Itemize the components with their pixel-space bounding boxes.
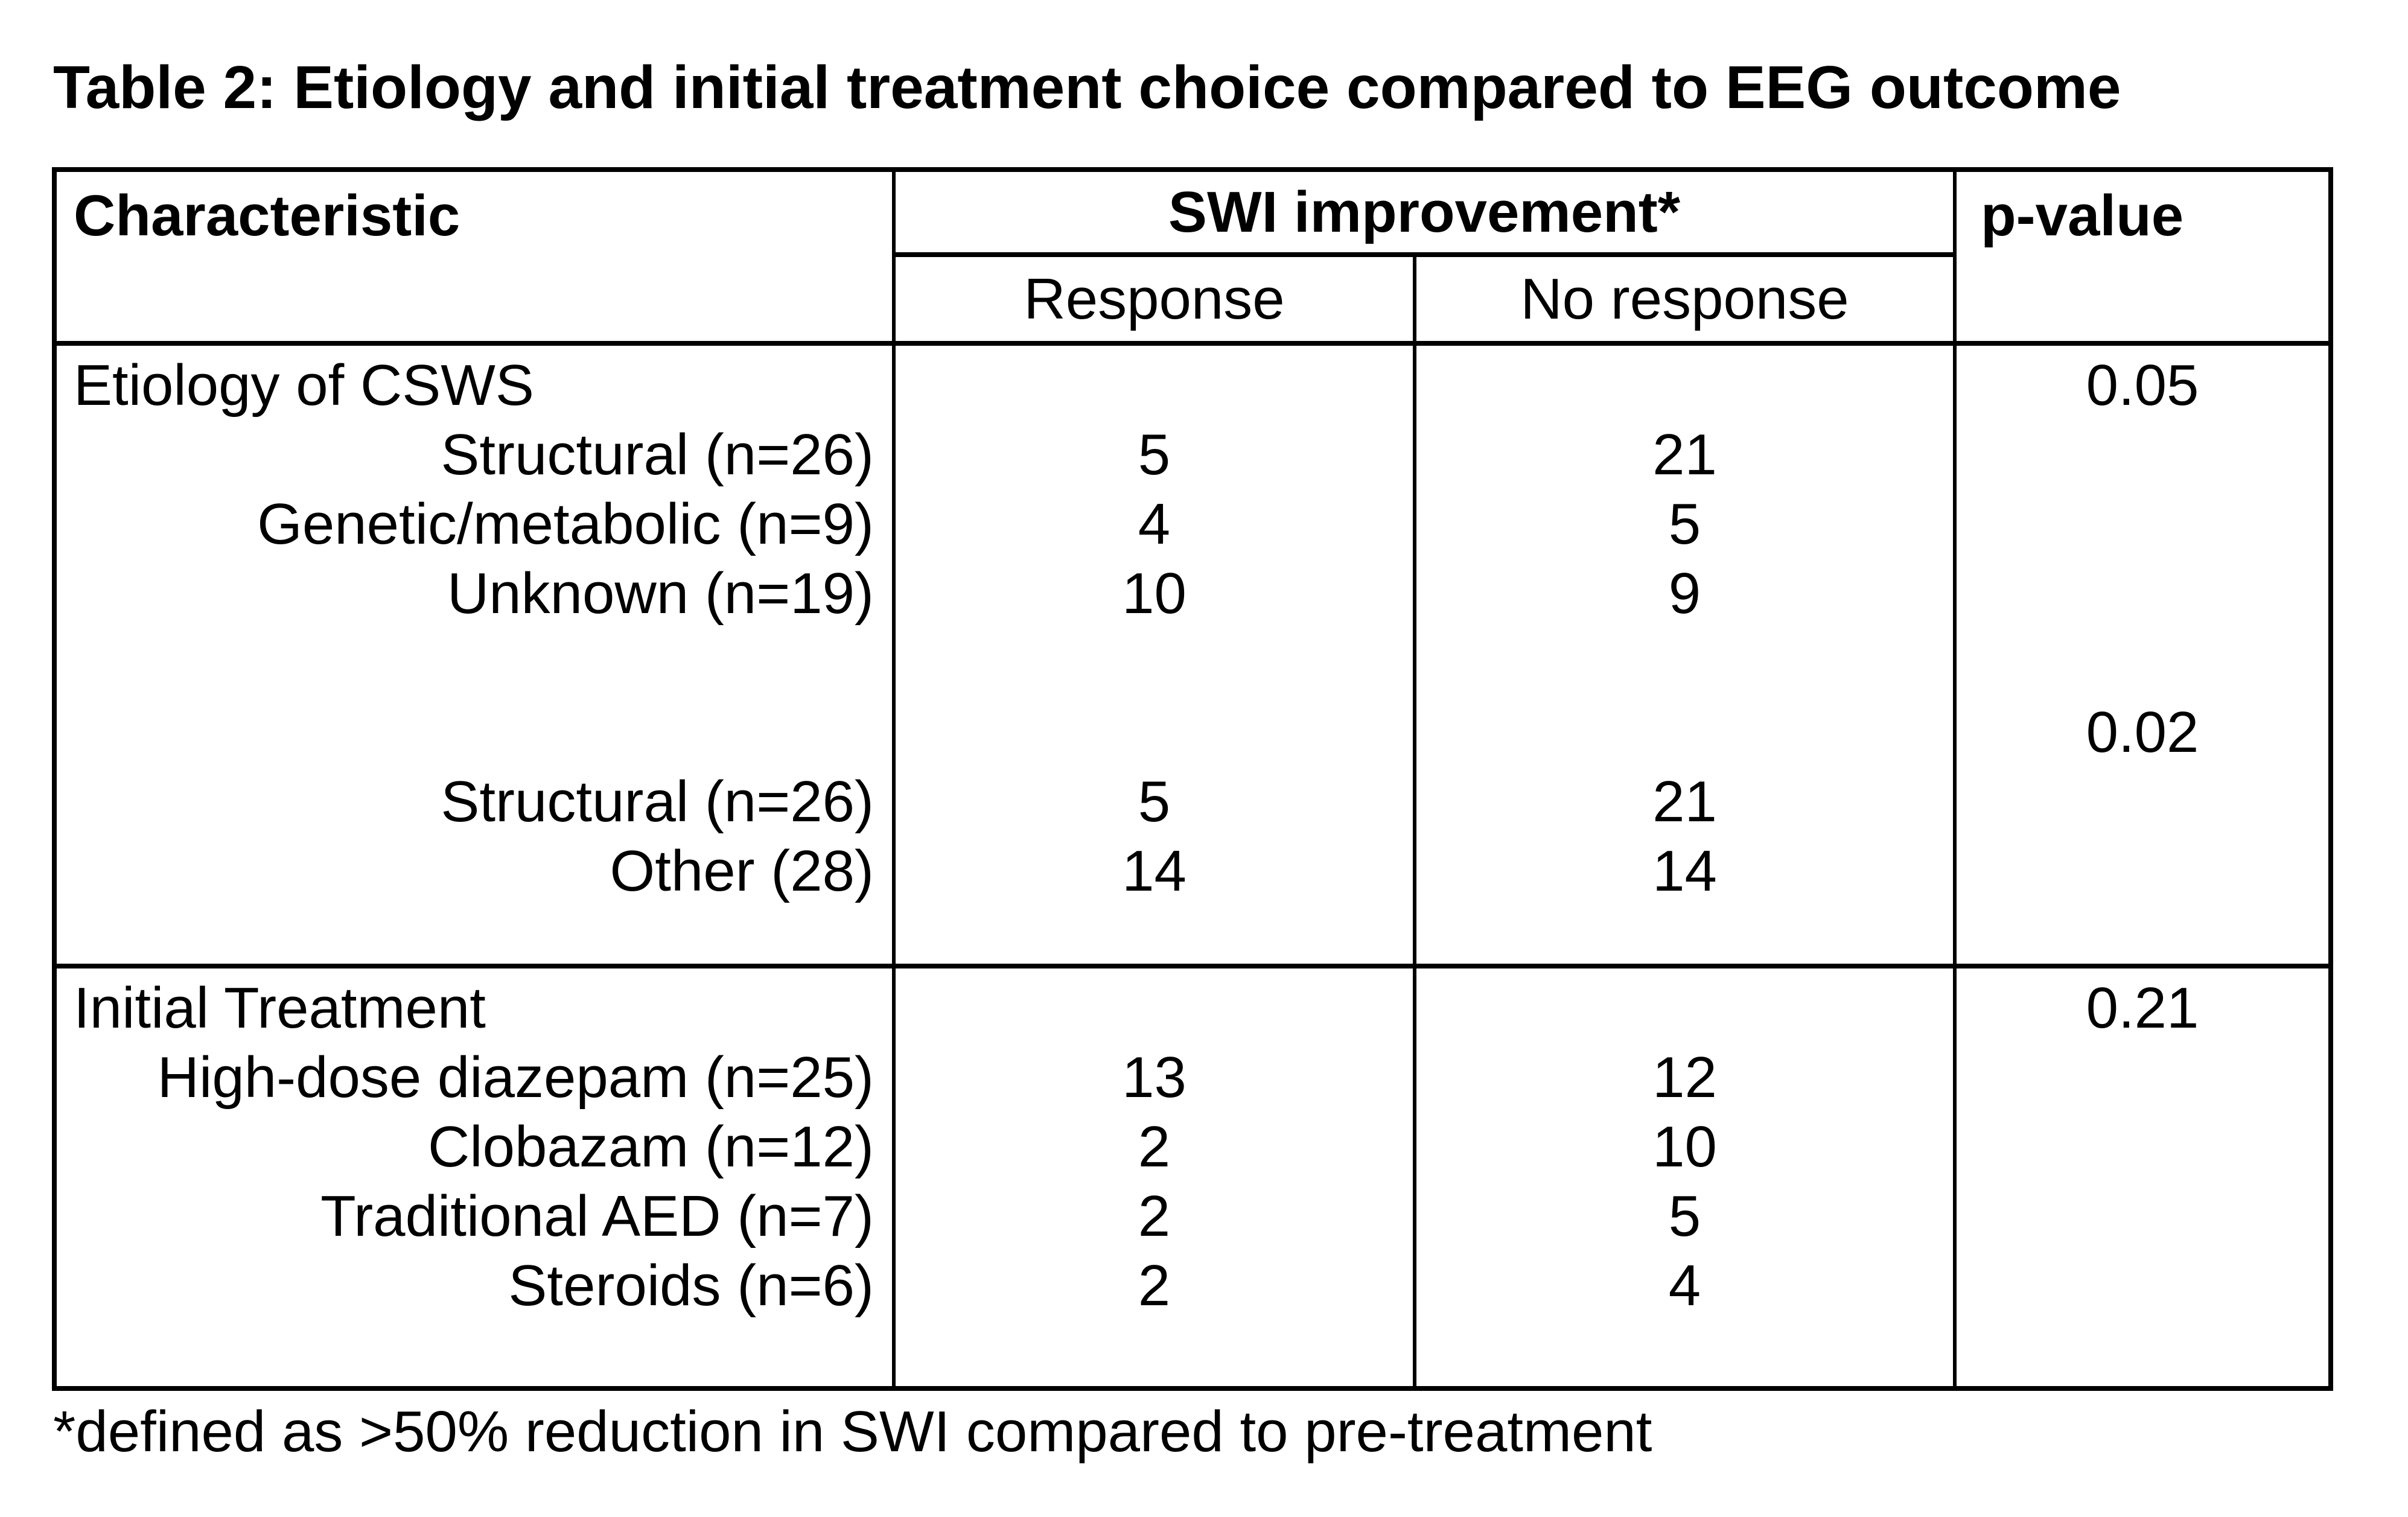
no-response-cell: 12 10 5 4 <box>1413 964 1955 1388</box>
row-label: Etiology of CSWS <box>74 353 534 418</box>
p-value <box>1957 1181 2328 1251</box>
characteristic-cell: Etiology of CSWS Structural (n=26) Genetic… <box>54 343 894 966</box>
response-value: 14 <box>1122 839 1186 903</box>
p-value <box>1957 559 2328 628</box>
p-value: 0.05 <box>2086 353 2199 418</box>
response-value: 5 <box>1138 422 1171 487</box>
header-row-2: Response No response <box>54 255 2331 346</box>
table-footnote: *defined as >50% reduction in SWI compar… <box>53 1399 1652 1464</box>
response-value: 2 <box>1138 1115 1171 1179</box>
table-header: Characteristic SWI improvement* p-value … <box>54 170 2331 346</box>
row-label: Other (28) <box>610 839 874 903</box>
no-response-cell: 21 5 9 21 14 <box>1413 343 1955 966</box>
response-value <box>896 698 1413 767</box>
no-response-value: 12 <box>1652 1045 1717 1110</box>
response-value: 10 <box>1122 561 1186 626</box>
section-row-etiology: Etiology of CSWS Structural (n=26) Genetic… <box>54 343 2331 966</box>
row-label: Initial Treatment <box>74 976 486 1040</box>
row-label: High-dose diazepam (n=25) <box>157 1045 874 1110</box>
row-label: Genetic/metabolic (n=9) <box>257 492 874 556</box>
p-value <box>1957 420 2328 489</box>
response-value: 4 <box>1138 492 1171 556</box>
row-label: Structural (n=26) <box>441 422 874 487</box>
no-response-value: 21 <box>1652 769 1717 834</box>
row-label <box>57 628 892 698</box>
p-value: 0.21 <box>2086 976 2199 1040</box>
no-response-header: No response <box>1413 255 1955 346</box>
response-value <box>896 351 1413 420</box>
table-body: Etiology of CSWS Structural (n=26) Genetic… <box>54 343 2331 1388</box>
no-response-value: 5 <box>1668 1184 1701 1248</box>
p-value-header: p-value <box>1953 170 2331 346</box>
no-response-value: 21 <box>1652 422 1717 487</box>
response-value <box>896 628 1413 698</box>
row-label: Traditional AED (n=7) <box>320 1184 874 1248</box>
p-value: 0.02 <box>2086 700 2199 765</box>
response-header: Response <box>892 255 1415 346</box>
response-cell: 13 2 2 2 <box>892 964 1415 1388</box>
header-row-1: Characteristic SWI improvement* p-value <box>54 170 2331 346</box>
section-row-initial-treatment: Initial Treatment High-dose diazepam (n=2… <box>54 964 2331 1388</box>
no-response-value: 10 <box>1652 1115 1717 1179</box>
p-value <box>1957 1251 2328 1320</box>
no-response-value <box>1416 698 1953 767</box>
characteristic-header: Characteristic <box>54 170 894 346</box>
swi-improvement-header: SWI improvement* <box>892 170 1955 257</box>
response-value: 2 <box>1138 1184 1171 1248</box>
no-response-value: 4 <box>1668 1253 1701 1318</box>
characteristic-cell: Initial Treatment High-dose diazepam (n=2… <box>54 964 894 1388</box>
row-label: Steroids (n=6) <box>508 1253 874 1318</box>
table-title: Table 2: Etiology and initial treatment … <box>53 54 2121 121</box>
response-value: 13 <box>1122 1045 1186 1110</box>
row-label: Clobazam (n=12) <box>427 1115 874 1179</box>
no-response-value <box>1416 973 1953 1043</box>
p-value <box>1957 767 2328 836</box>
p-value <box>1957 1112 2328 1181</box>
row-label: Unknown (n=19) <box>447 561 874 626</box>
p-value-cell: 0.05 0.02 <box>1953 343 2331 966</box>
row-label: Structural (n=26) <box>441 769 874 834</box>
no-response-value: 14 <box>1652 839 1717 903</box>
row-label <box>57 698 892 767</box>
response-cell: 5 4 10 5 14 <box>892 343 1415 966</box>
p-value <box>1957 1043 2328 1112</box>
no-response-value <box>1416 628 1953 698</box>
no-response-value: 9 <box>1668 561 1701 626</box>
no-response-value: 5 <box>1668 492 1701 556</box>
p-value <box>1957 836 2328 906</box>
response-value: 5 <box>1138 769 1171 834</box>
results-table: Characteristic SWI improvement* p-value … <box>52 167 2333 1391</box>
no-response-value <box>1416 351 1953 420</box>
p-value <box>1957 628 2328 698</box>
p-value-cell: 0.21 <box>1953 964 2331 1388</box>
response-value: 2 <box>1138 1253 1171 1318</box>
p-value <box>1957 489 2328 559</box>
response-value <box>896 973 1413 1043</box>
